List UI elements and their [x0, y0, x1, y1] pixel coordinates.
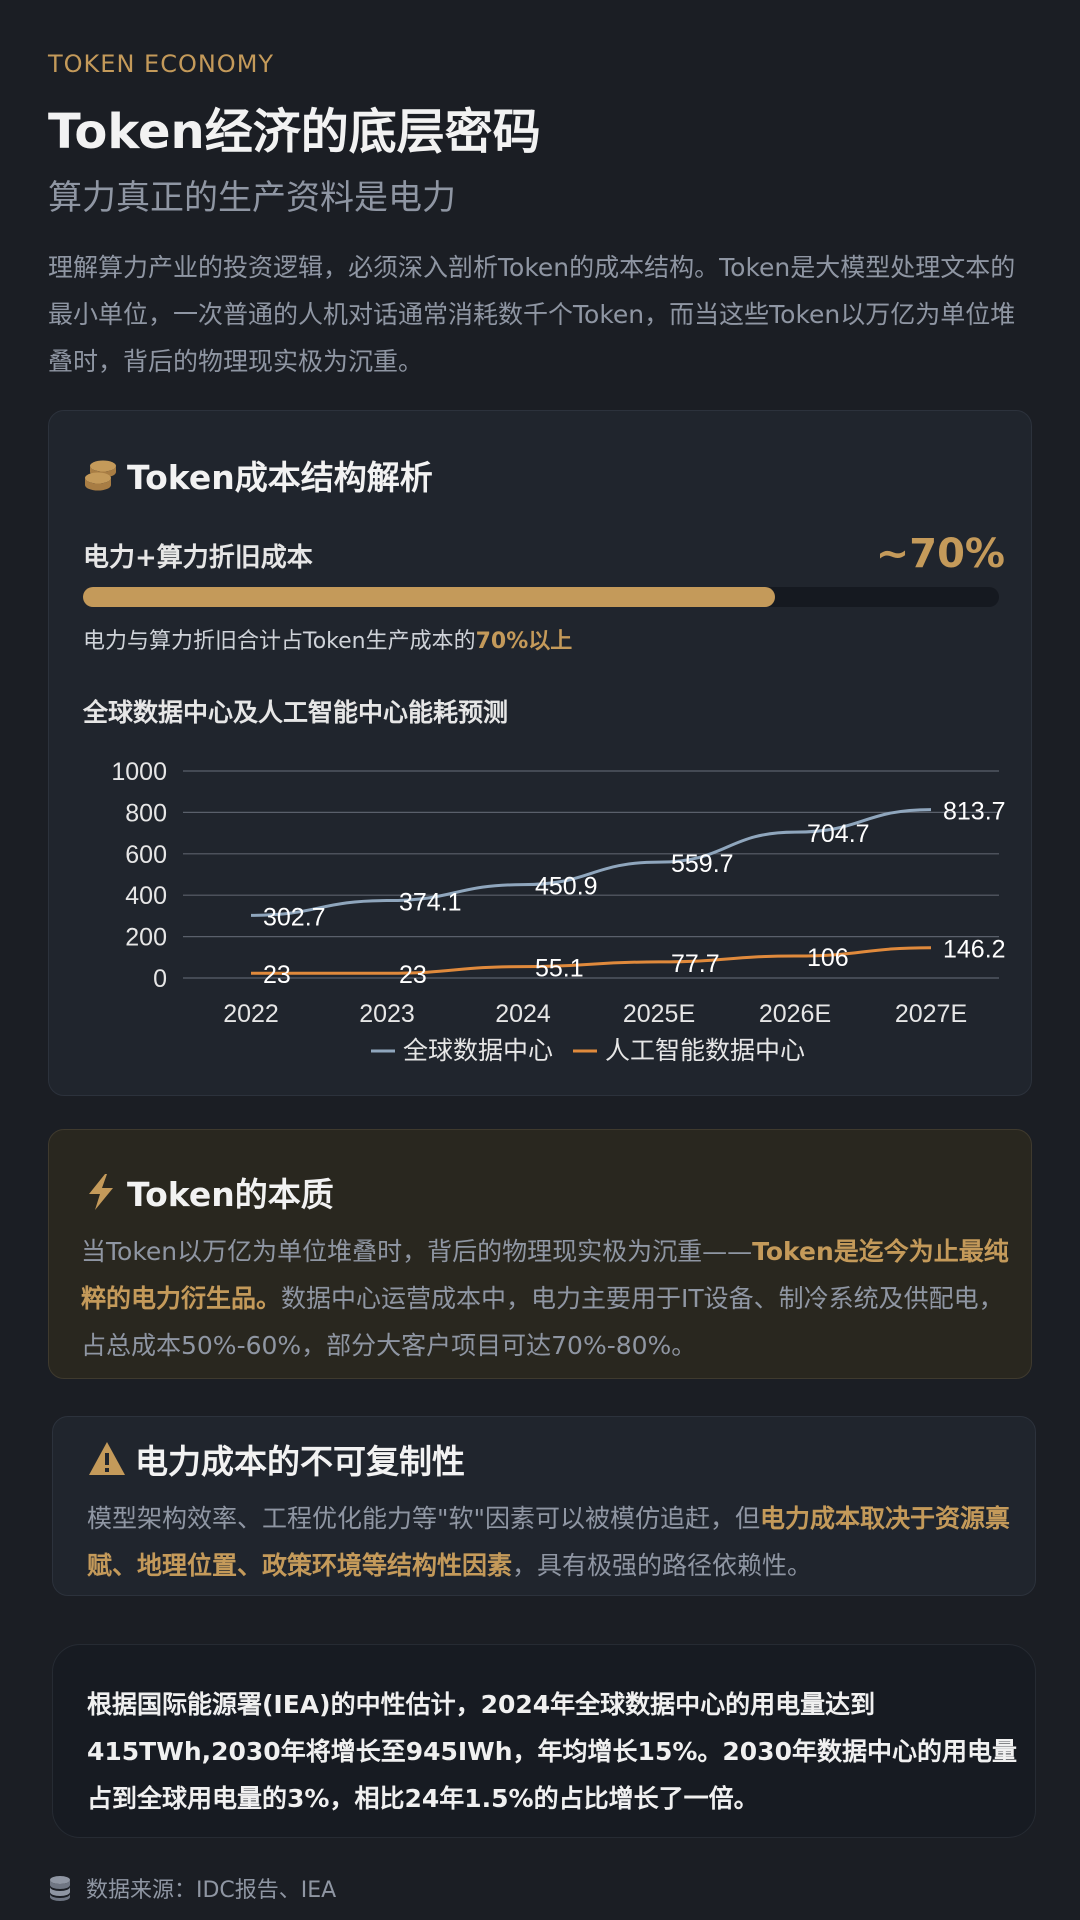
y-tick-label: 0 — [153, 965, 167, 993]
legend-label: 人工智能数据中心 — [605, 1036, 805, 1065]
legend-label: 全球数据中心 — [403, 1036, 553, 1065]
y-tick-label: 800 — [125, 799, 167, 827]
essence-text-c: 数据中心运营成本中，电力主要用于IT设备、制冷系统及供配电，占总成本50%-60… — [81, 1284, 1004, 1360]
cost-card-title: Token成本结构解析 — [81, 451, 433, 499]
essence-card-title-text: Token的本质 — [127, 1175, 334, 1214]
x-tick-label: 2025E — [623, 1000, 695, 1028]
source-footer: 数据来源：IDC报告、IEA — [48, 1872, 336, 1904]
essence-card-title: Token的本质 — [81, 1168, 334, 1216]
data-label: 813.7 — [943, 798, 1006, 826]
warning-text-highlight: 电力成本取决于资源禀赋、地理位置、政策环境等结构性因素 — [87, 1504, 1011, 1580]
data-label: 559.7 — [671, 850, 734, 878]
metric-label: 电力+算力折旧成本 — [83, 543, 313, 573]
page-title: Token经济的底层密码 — [48, 104, 541, 160]
x-tick-label: 2027E — [895, 1000, 967, 1028]
data-label: 23 — [263, 961, 291, 989]
x-tick-label: 2022 — [223, 1000, 279, 1028]
warning-icon — [89, 1442, 125, 1475]
cost-progress-fill — [83, 587, 775, 607]
warning-card-title: 电力成本的不可复制性 — [87, 1435, 465, 1483]
lightning-icon — [89, 1174, 113, 1210]
data-label: 23 — [399, 961, 427, 989]
metric-note-text: 电力与算力折旧合计占Token生产成本的 — [83, 629, 476, 654]
y-tick-label: 600 — [125, 841, 167, 869]
eyebrow-label: TOKEN ECONOMY — [48, 50, 275, 78]
source-text: 数据来源：IDC报告、IEA — [86, 1878, 337, 1903]
energy-forecast-chart: 0 200 400 600 800 1000 2022 2023 2024 2025E 2026E 2… — [111, 758, 1006, 1065]
power-cost-card: 电力成本的不可复制性 模型架构效率、工程优化能力等"软"因素可以被模仿追赶，但电… — [52, 1416, 1036, 1596]
intro-paragraph: 理解算力产业的投资逻辑，必须深入剖析Token的成本结构。Token是大模型处理… — [48, 253, 1016, 376]
y-tick-label: 400 — [125, 882, 167, 910]
essence-card-body: 当Token以万亿为单位堆叠时，背后的物理现实极为沉重——Token是迄今为止最… — [81, 1228, 1011, 1369]
series-line-1 — [250, 808, 932, 917]
y-tick-label: 1000 — [111, 758, 167, 786]
coins-icon — [85, 460, 116, 491]
data-label: 106 — [807, 944, 849, 972]
cost-structure-card: Token成本结构解析 电力+算力折旧成本 ~70% 电力与算力折旧合计占Tok… — [48, 410, 1032, 1096]
database-icon — [50, 1876, 70, 1901]
token-essence-card: Token的本质 当Token以万亿为单位堆叠时，背后的物理现实极为沉重——To… — [48, 1129, 1032, 1379]
chart-title: 全球数据中心及人工智能中心能耗预测 — [83, 698, 509, 727]
data-label: 77.7 — [671, 950, 720, 978]
page-subtitle: 算力真正的生产资料是电力 — [48, 178, 456, 218]
metric-value: ~70% — [875, 531, 1005, 577]
cost-card-title-text: Token成本结构解析 — [127, 458, 433, 497]
iea-note-text: 根据国际能源署(IEA)的中性估计，2024年全球数据中心的用电量达到415TW… — [87, 1690, 1017, 1813]
warning-text-c: ，具有极强的路径依赖性。 — [512, 1551, 813, 1580]
data-label: 146.2 — [943, 936, 1006, 964]
data-label: 704.7 — [807, 820, 870, 848]
data-label: 302.7 — [263, 903, 326, 931]
x-tick-label: 2024 — [495, 1000, 551, 1028]
metric-note: 电力与算力折旧合计占Token生产成本的70%以上 — [83, 623, 572, 655]
y-tick-label: 200 — [125, 924, 167, 952]
essence-text-highlight: Token是迄今为止最纯粹的电力衍生品。 — [81, 1237, 1009, 1313]
metric-note-highlight: 70%以上 — [475, 629, 573, 654]
warning-text-a: 模型架构效率、工程优化能力等"软"因素可以被模仿追赶，但 — [87, 1504, 761, 1533]
data-label: 450.9 — [535, 873, 598, 901]
cost-progress-bar — [83, 587, 999, 607]
data-label: 374.1 — [399, 889, 462, 917]
iea-note-card: 根据国际能源署(IEA)的中性估计，2024年全球数据中心的用电量达到415TW… — [52, 1644, 1036, 1838]
data-label: 55.1 — [535, 955, 584, 983]
x-tick-label: 2023 — [359, 1000, 415, 1028]
x-tick-label: 2026E — [759, 1000, 831, 1028]
warning-card-title-text: 电力成本的不可复制性 — [135, 1442, 465, 1481]
essence-text-a: 当Token以万亿为单位堆叠时，背后的物理现实极为沉重—— — [81, 1237, 753, 1266]
warning-card-body: 模型架构效率、工程优化能力等"软"因素可以被模仿追赶，但电力成本取决于资源禀赋、… — [87, 1495, 1017, 1589]
series-line-2 — [250, 946, 932, 975]
